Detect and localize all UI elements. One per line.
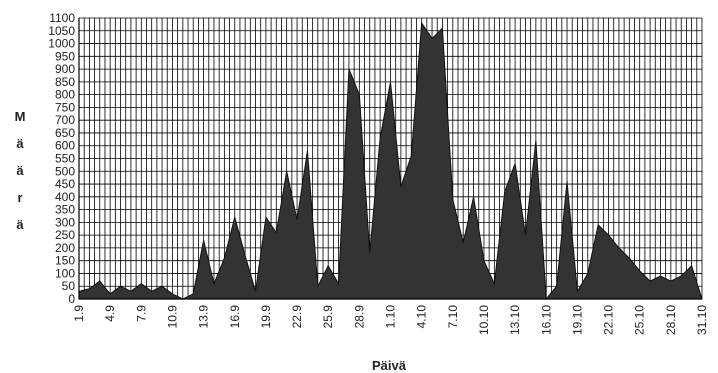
data-series <box>78 21 703 301</box>
y-tick-label: 600 <box>55 139 75 153</box>
x-tick-label: 19.10 <box>570 305 584 335</box>
x-tick-label: 1.9 <box>72 305 86 322</box>
x-tick-label: 22.9 <box>290 305 304 329</box>
x-tick-label: 31.10 <box>695 305 709 335</box>
y-tick-label: 900 <box>55 62 75 76</box>
x-tick-label: 19.9 <box>259 305 273 329</box>
y-tick-label: 1000 <box>48 37 75 51</box>
x-tick-label: 7.9 <box>134 305 148 322</box>
y-tick-label: 400 <box>55 190 75 204</box>
x-tick-label: 4.10 <box>415 305 429 329</box>
x-tick-label: 16.9 <box>228 305 242 329</box>
y-tick-label: 750 <box>55 100 75 114</box>
y-tick-label: 550 <box>55 152 75 166</box>
x-tick-label: 10.9 <box>165 305 179 329</box>
y-tick-label: 1100 <box>49 11 75 25</box>
y-tick-label: 100 <box>55 266 75 280</box>
x-tick-label: 22.10 <box>602 305 616 335</box>
x-tick-labels: 1.9 4.9 7.9 10.9 13.9 16.9 19.9 22.9 25.9 28.9 1.1… <box>72 305 709 335</box>
y-tick-label: 300 <box>55 215 75 229</box>
x-tick-label: 28.9 <box>352 305 366 329</box>
y-tick-label: 950 <box>55 49 75 63</box>
y-tick-label: 150 <box>55 254 75 268</box>
y-tick-labels: 0501001502002503003504004505005506006507… <box>48 11 75 306</box>
y-tick-label: 0 <box>68 292 75 306</box>
y-tick-label: 450 <box>55 177 75 191</box>
y-axis-label-letter: ä <box>16 163 24 178</box>
x-tick-label: 4.9 <box>103 305 117 322</box>
x-tick-label: 28.10 <box>664 305 678 335</box>
x-tick-label: 10.10 <box>477 305 491 335</box>
y-tick-label: 50 <box>62 279 76 293</box>
y-tick-label: 500 <box>55 164 75 178</box>
y-tick-label: 850 <box>55 75 75 89</box>
y-tick-label: 650 <box>55 126 75 140</box>
y-axis-label-letter: ä <box>16 217 24 232</box>
y-axis-label-letter: ä <box>16 136 24 151</box>
axes <box>78 18 702 300</box>
area-series-0 <box>78 21 703 301</box>
y-tick-label: 1050 <box>48 24 75 38</box>
x-tick-label: 1.10 <box>384 305 398 329</box>
y-tick-label: 700 <box>55 113 75 127</box>
y-tick-label: 800 <box>55 88 75 102</box>
y-axis-label-letter: r <box>17 190 22 205</box>
x-tick-label: 25.10 <box>633 305 647 335</box>
x-tick-label: 25.9 <box>321 305 335 329</box>
y-axis-label-letter: M <box>15 109 26 124</box>
y-tick-label: 350 <box>55 203 75 217</box>
y-tick-label: 200 <box>55 241 75 255</box>
x-tick-label: 13.9 <box>197 305 211 329</box>
x-tick-label: 13.10 <box>508 305 522 335</box>
x-axis-label: Päivä <box>372 358 407 373</box>
y-tick-label: 250 <box>55 228 75 242</box>
x-tick-label: 7.10 <box>446 305 460 329</box>
x-tick-label: 16.10 <box>539 305 553 335</box>
